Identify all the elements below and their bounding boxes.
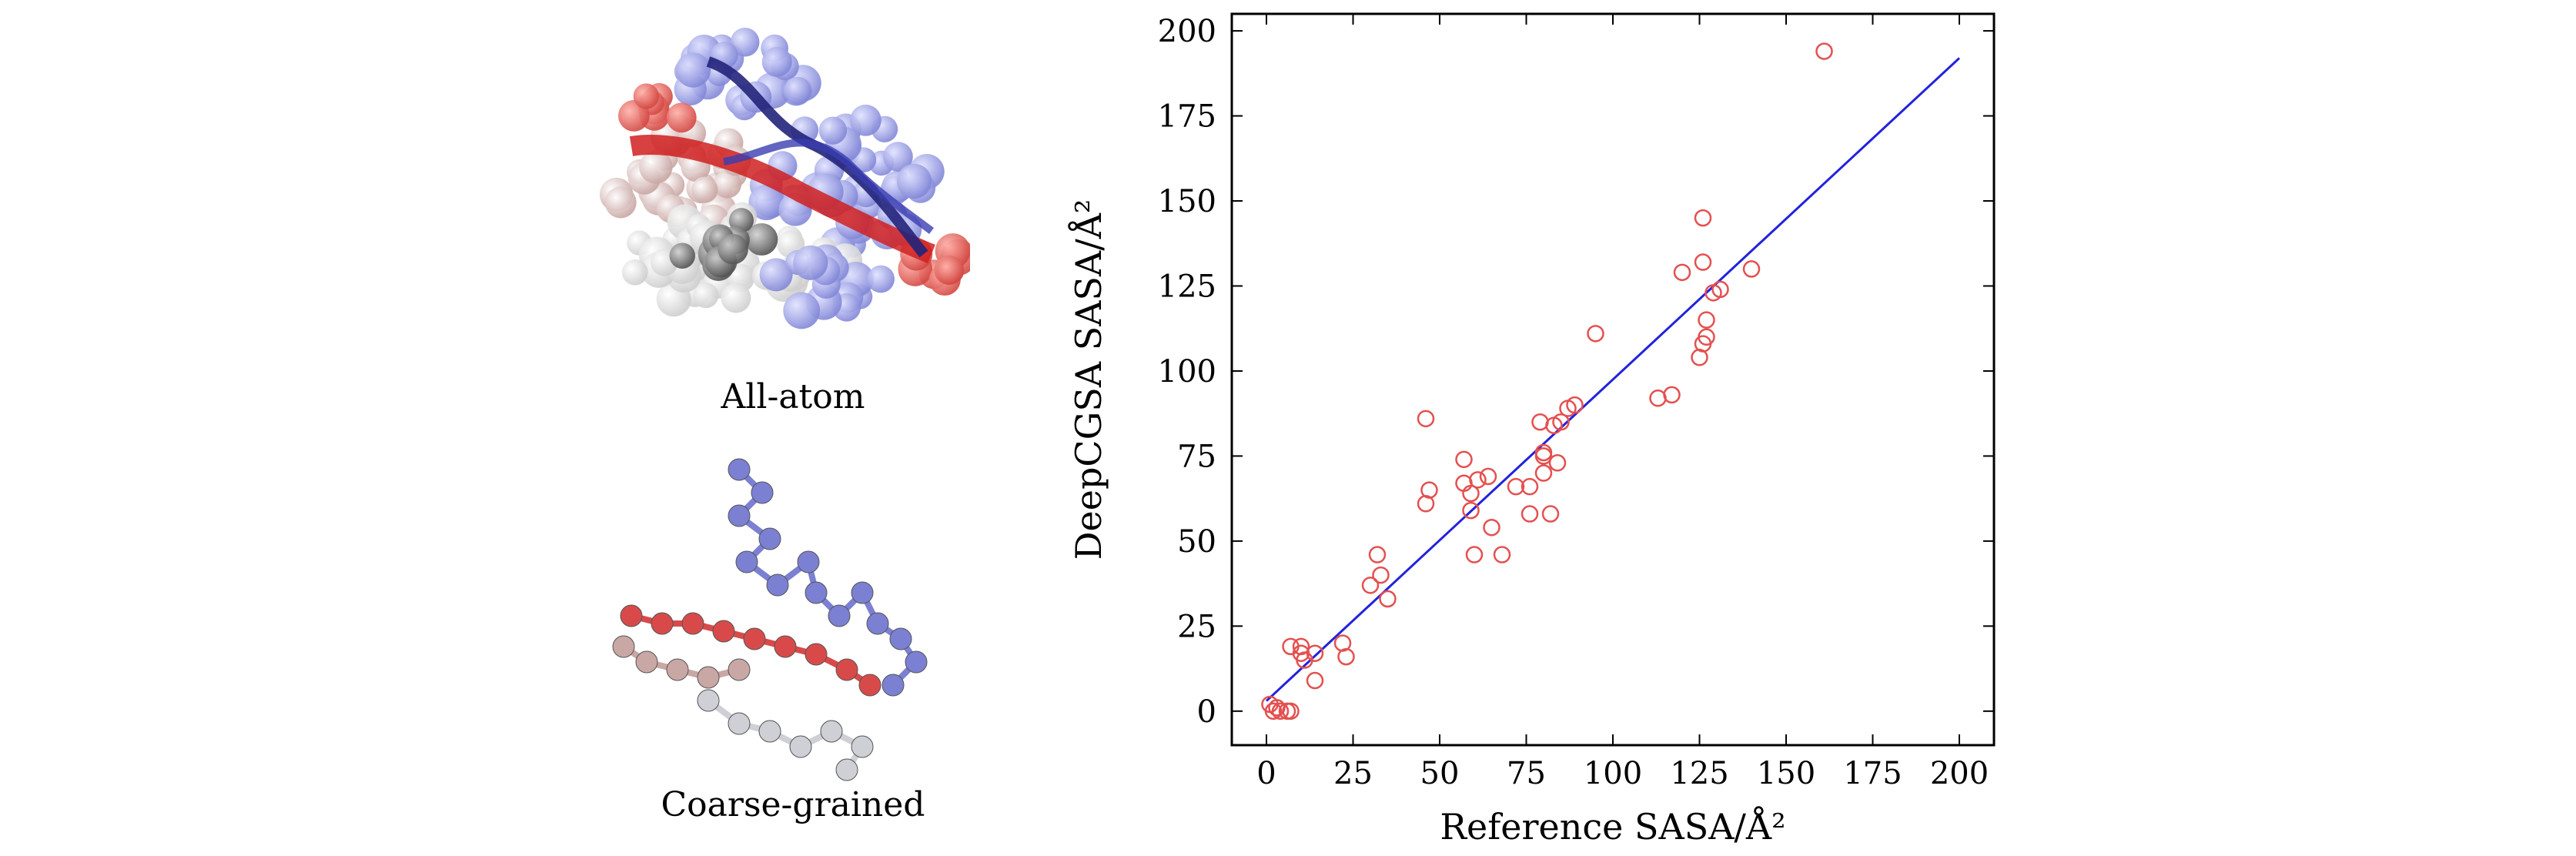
x-tick-label: 50 [1420,756,1460,791]
x-tick-label: 25 [1333,756,1373,791]
data-point [1649,390,1667,407]
data-point [1559,400,1577,417]
data-point [1368,546,1387,563]
data-point [1694,253,1712,271]
data-point [1534,447,1553,465]
data-point [1337,647,1355,666]
data-point [1698,311,1715,329]
y-tick-label: 200 [1158,14,1216,49]
data-point [1534,464,1553,482]
data-point [1694,209,1712,227]
y-tick-label: 125 [1158,269,1216,304]
data-point [1531,413,1549,431]
data-point [1417,410,1435,428]
all-atom-structure [599,27,970,329]
coarse-grained-label: Coarse-grained [661,785,925,824]
data-point [1417,495,1435,513]
y-tick-label: 175 [1158,99,1216,135]
data-point [1663,386,1681,404]
data-point [1462,501,1480,520]
data-point [1483,518,1500,537]
data-point [1465,546,1484,563]
data-point [1379,590,1397,608]
y-tick-label: 25 [1177,609,1216,644]
data-point [1521,505,1539,523]
x-tick-label: 0 [1256,756,1276,791]
x-tick-label: 100 [1584,756,1642,791]
data-point [1815,42,1833,60]
data-point [1306,671,1324,690]
data-point [1296,651,1313,669]
data-point [1705,284,1722,302]
y-axis-label: DeepCGSA SASA/Å² [1067,199,1109,560]
y-tick-label: 150 [1158,184,1216,219]
data-point [1462,484,1480,503]
data-point [1282,702,1300,721]
fit-line [1265,57,1961,702]
data-point [1742,260,1761,278]
x-axis-label: Reference SASA/Å² [1440,805,1785,848]
x-tick-label: 175 [1843,756,1902,791]
coarse-grained-structure [612,458,928,781]
x-tick-label: 75 [1507,756,1546,791]
x-tick-label: 200 [1930,756,1989,791]
data-point [1361,577,1380,594]
data-point [1264,702,1283,721]
x-tick-label: 150 [1757,756,1815,791]
data-point [1541,505,1560,523]
sasa-scatter-chart: 0 25 50 75 100 125 150 175 200 0 25 50 75 100 125 150 17… [1067,12,1996,848]
data-point [1479,467,1497,486]
y-tick-label: 0 [1197,694,1216,730]
data-point [1493,546,1511,563]
y-tick-label: 75 [1177,439,1216,474]
data-point [1691,349,1708,366]
data-point [1271,702,1290,721]
data-point [1372,566,1390,584]
y-tick-label: 50 [1177,524,1216,560]
data-point [1507,477,1525,496]
data-point [1548,454,1567,472]
data-point [1521,477,1539,496]
data-point [1455,450,1473,469]
y-tick-label: 100 [1158,354,1216,390]
data-point [1587,325,1604,343]
x-tick-label: 125 [1670,756,1728,791]
all-atom-label: All-atom [721,377,865,416]
data-point [1534,443,1553,462]
data-point [1673,263,1691,282]
